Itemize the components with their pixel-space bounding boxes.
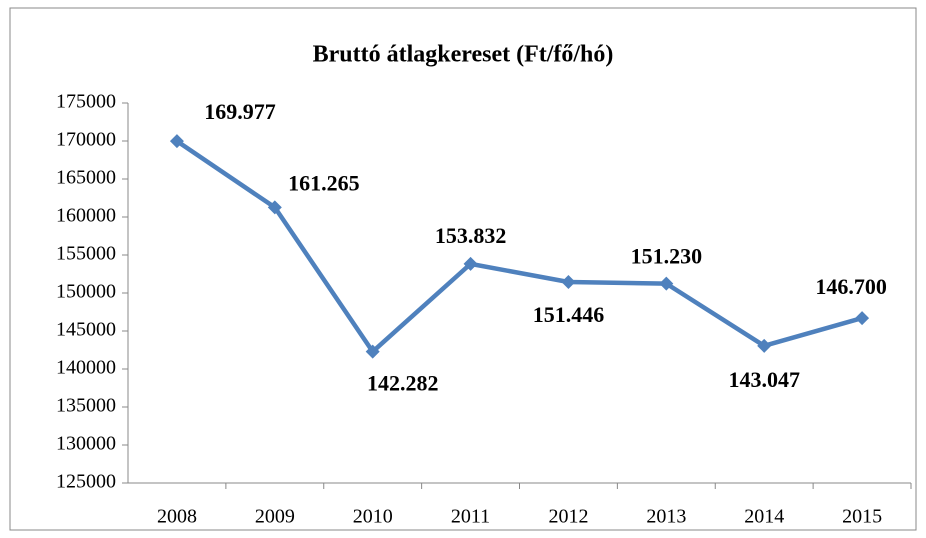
y-tick-label: 155000 xyxy=(56,243,116,265)
series-line xyxy=(175,139,863,354)
y-tick-label: 130000 xyxy=(56,433,116,455)
x-tick-label: 2010 xyxy=(353,506,393,528)
y-tick-label: 165000 xyxy=(56,167,116,189)
data-point xyxy=(659,276,674,291)
x-tick-label: 2012 xyxy=(548,506,588,528)
data-label: 143.047 xyxy=(728,367,800,392)
data-point xyxy=(169,134,184,149)
y-tick-label: 160000 xyxy=(56,205,116,227)
y-tick-label: 125000 xyxy=(56,471,116,493)
data-label: 142.282 xyxy=(367,371,439,396)
chart-title: Bruttó átlagkereset (Ft/fő/hó) xyxy=(313,42,614,68)
y-tick-label: 150000 xyxy=(56,281,116,303)
data-point xyxy=(757,338,772,353)
x-tick-label: 2008 xyxy=(157,506,197,528)
data-point xyxy=(365,344,380,359)
x-tick-label: 2014 xyxy=(744,506,784,528)
data-label: 161.265 xyxy=(288,170,360,195)
data-label: 146.700 xyxy=(815,274,887,299)
x-tick-label: 2011 xyxy=(451,506,490,528)
y-tick-label: 135000 xyxy=(56,395,116,417)
data-point xyxy=(561,275,576,290)
data-label: 153.832 xyxy=(435,223,507,248)
data-label: 169.977 xyxy=(204,99,276,124)
x-tick-label: 2013 xyxy=(646,506,686,528)
data-point xyxy=(463,256,478,271)
y-tick-label: 175000 xyxy=(56,91,116,113)
y-tick-label: 145000 xyxy=(56,319,116,341)
x-tick-label: 2015 xyxy=(842,506,882,528)
x-tick-label: 2009 xyxy=(255,506,295,528)
data-point xyxy=(855,311,870,326)
y-tick-label: 170000 xyxy=(56,129,116,151)
data-label: 151.230 xyxy=(631,244,703,269)
data-point xyxy=(267,200,282,215)
data-label: 151.446 xyxy=(533,302,605,327)
y-tick-label: 140000 xyxy=(56,357,116,379)
